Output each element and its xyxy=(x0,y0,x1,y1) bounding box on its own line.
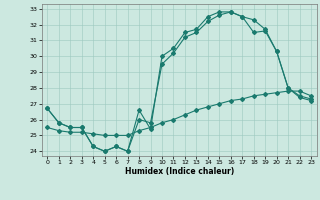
X-axis label: Humidex (Indice chaleur): Humidex (Indice chaleur) xyxy=(124,167,234,176)
